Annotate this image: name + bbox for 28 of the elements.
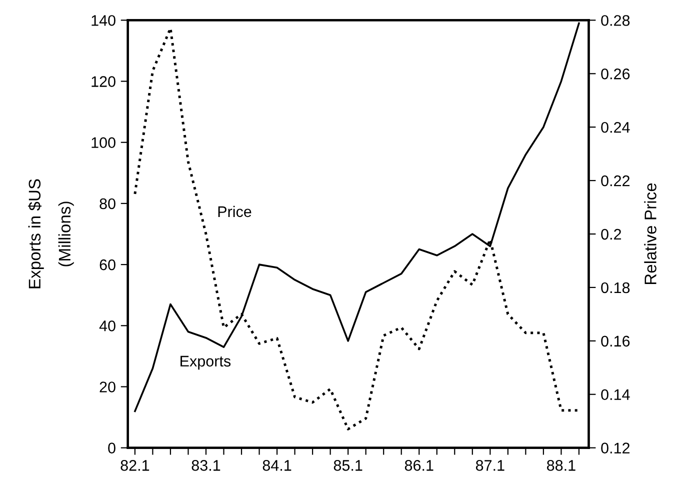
y-tick-label: 60 xyxy=(100,259,116,270)
y2-tick-label: 0.26 xyxy=(601,68,630,80)
y2-tick-label: 0.12 xyxy=(601,442,630,454)
y2-tick-label: 0.24 xyxy=(601,122,630,133)
y2-tick-label: 0.18 xyxy=(601,282,630,294)
y2-tick-label: 0.2 xyxy=(601,228,622,240)
y2-tick-label: 0.16 xyxy=(601,336,630,347)
y-tick-label: 100 xyxy=(92,137,116,148)
series-label: Price xyxy=(218,206,252,218)
x-tick-label: 83.1 xyxy=(192,460,220,471)
y-tick-label: 0 xyxy=(108,442,116,454)
x-tick-label: 82.1 xyxy=(120,460,150,471)
x-tick-label: 87.1 xyxy=(476,460,504,471)
series-label: Exports xyxy=(180,356,231,370)
y-tick-label: 140 xyxy=(92,15,116,26)
y-tick-label: 80 xyxy=(100,198,116,210)
y-tick-label: 40 xyxy=(99,320,116,332)
y2-tick-label: 0.22 xyxy=(601,175,630,186)
y-tick-label: 120 xyxy=(92,76,116,87)
x-tick-label: 86.1 xyxy=(404,460,434,471)
x-tick-label: 85.1 xyxy=(334,460,362,471)
y-tick-label: 20 xyxy=(100,382,116,392)
x-tick-label: 88.1 xyxy=(547,460,576,471)
x-tick-label: 84.1 xyxy=(262,460,292,471)
y2-axis-title: Relative Price xyxy=(644,183,656,284)
y2-tick-label: 0.14 xyxy=(601,389,630,400)
y-axis-title: Exports in $US (Millions) xyxy=(28,179,74,288)
y2-tick-label: 0.28 xyxy=(601,15,630,26)
